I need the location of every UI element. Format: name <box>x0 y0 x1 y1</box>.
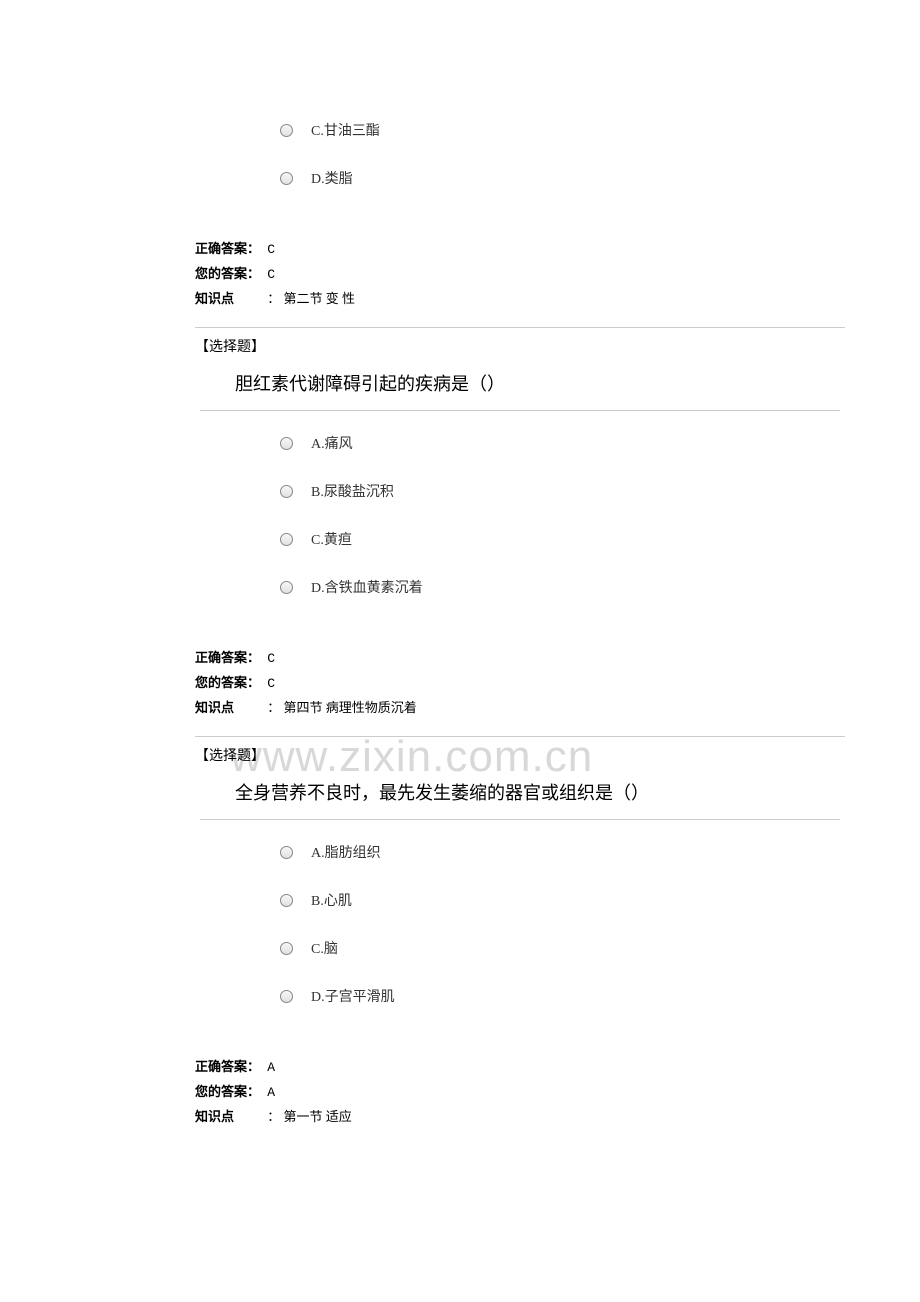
answer-section-1: 正确答案： C 您的答案： C 知识点 ： 第二节 变 性 <box>0 238 920 307</box>
answer-section-3: 正确答案： A 您的答案： A 知识点 ： 第一节 适应 <box>0 1056 920 1125</box>
knowledge-label: 知识点 <box>195 1109 234 1124</box>
option-row[interactable]: B.心肌 <box>280 890 920 910</box>
knowledge-line: 知识点 ： 第四节 病理性物质沉着 <box>195 697 920 716</box>
answer-section-2: 正确答案： C 您的答案： C 知识点 ： 第四节 病理性物质沉着 <box>0 647 920 716</box>
your-answer-value: C <box>267 267 275 282</box>
knowledge-line: 知识点 ： 第一节 适应 <box>195 1106 920 1125</box>
option-label: D.类脂 <box>311 168 353 188</box>
option-label: A.痛风 <box>311 433 353 453</box>
knowledge-label: 知识点 <box>195 291 234 306</box>
page-container: www.zixin.com.cn C.甘油三酯 D.类脂 正确答案： C 您的答… <box>0 120 920 1125</box>
options-list-2: A.痛风 B.尿酸盐沉积 C.黄疸 D.含铁血黄素沉着 <box>0 433 920 597</box>
your-answer-line: 您的答案： A <box>195 1081 920 1100</box>
option-row[interactable]: C.黄疸 <box>280 529 920 549</box>
correct-answer-value: C <box>267 242 275 257</box>
option-row[interactable]: B.尿酸盐沉积 <box>280 481 920 501</box>
option-row[interactable]: A.痛风 <box>280 433 920 453</box>
question-divider <box>200 819 840 820</box>
option-label: C.黄疸 <box>311 529 352 549</box>
knowledge-value: ： 第四节 病理性物质沉着 <box>267 700 417 715</box>
options-list-3: A.脂肪组织 B.心肌 C.脑 D.子宫平滑肌 <box>0 842 920 1006</box>
radio-icon[interactable] <box>280 437 293 450</box>
radio-icon[interactable] <box>280 172 293 185</box>
option-label: C.脑 <box>311 938 338 958</box>
your-answer-line: 您的答案： C <box>195 672 920 691</box>
option-label: D.含铁血黄素沉着 <box>311 577 423 597</box>
question-block-2: 【选择题】 胆红素代谢障碍引起的疾病是（） A.痛风 B.尿酸盐沉积 C.黄疸 … <box>0 336 920 716</box>
your-answer-value: A <box>267 1085 275 1100</box>
option-label: A.脂肪组织 <box>311 842 381 862</box>
radio-icon[interactable] <box>280 942 293 955</box>
option-row[interactable]: D.含铁血黄素沉着 <box>280 577 920 597</box>
option-row[interactable]: D.子宫平滑肌 <box>280 986 920 1006</box>
option-label: D.子宫平滑肌 <box>311 986 395 1006</box>
knowledge-value: ： 第一节 适应 <box>267 1109 352 1124</box>
option-row[interactable]: C.脑 <box>280 938 920 958</box>
divider <box>195 327 845 328</box>
option-row[interactable]: C.甘油三酯 <box>280 120 920 140</box>
radio-icon[interactable] <box>280 485 293 498</box>
options-list-1: C.甘油三酯 D.类脂 <box>0 120 920 188</box>
radio-icon[interactable] <box>280 581 293 594</box>
your-answer-label: 您的答案： <box>195 266 260 281</box>
question-type-label: 【选择题】 <box>0 336 920 356</box>
correct-answer-label: 正确答案： <box>195 650 260 665</box>
option-row[interactable]: A.脂肪组织 <box>280 842 920 862</box>
question-text: 全身营养不良时，最先发生萎缩的器官或组织是（） <box>0 779 920 805</box>
divider <box>195 736 845 737</box>
question-block-3: 【选择题】 全身营养不良时，最先发生萎缩的器官或组织是（） A.脂肪组织 B.心… <box>0 745 920 1125</box>
option-label: C.甘油三酯 <box>311 120 380 140</box>
your-answer-label: 您的答案： <box>195 675 260 690</box>
option-label: B.心肌 <box>311 890 352 910</box>
knowledge-value: ： 第二节 变 性 <box>267 291 355 306</box>
knowledge-line: 知识点 ： 第二节 变 性 <box>195 288 920 307</box>
your-answer-value: C <box>267 676 275 691</box>
radio-icon[interactable] <box>280 124 293 137</box>
radio-icon[interactable] <box>280 894 293 907</box>
question-divider <box>200 410 840 411</box>
correct-answer-line: 正确答案： C <box>195 647 920 666</box>
question-block-1: C.甘油三酯 D.类脂 正确答案： C 您的答案： C 知识点 ： 第二节 变 … <box>0 120 920 307</box>
question-text: 胆红素代谢障碍引起的疾病是（） <box>0 370 920 396</box>
radio-icon[interactable] <box>280 990 293 1003</box>
correct-answer-line: 正确答案： C <box>195 238 920 257</box>
correct-answer-label: 正确答案： <box>195 1059 260 1074</box>
correct-answer-value: C <box>267 651 275 666</box>
option-row[interactable]: D.类脂 <box>280 168 920 188</box>
correct-answer-label: 正确答案： <box>195 241 260 256</box>
correct-answer-value: A <box>267 1060 275 1075</box>
your-answer-label: 您的答案： <box>195 1084 260 1099</box>
option-label: B.尿酸盐沉积 <box>311 481 394 501</box>
question-type-label: 【选择题】 <box>0 745 920 765</box>
radio-icon[interactable] <box>280 533 293 546</box>
correct-answer-line: 正确答案： A <box>195 1056 920 1075</box>
knowledge-label: 知识点 <box>195 700 234 715</box>
your-answer-line: 您的答案： C <box>195 263 920 282</box>
radio-icon[interactable] <box>280 846 293 859</box>
